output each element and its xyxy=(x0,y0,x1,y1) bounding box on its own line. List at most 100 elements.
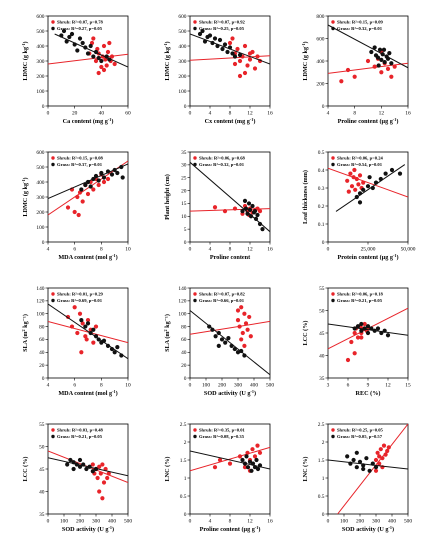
x-tick-label: 8 xyxy=(229,111,232,117)
fit-line-grass xyxy=(48,303,128,360)
x-axis-title-text: Ca content (mg g xyxy=(63,118,109,125)
data-point-grass xyxy=(85,51,91,56)
data-point-shrub xyxy=(373,468,379,473)
x-tick-label: 100 xyxy=(60,519,68,525)
data-point-grass xyxy=(115,345,120,350)
data-point-grass xyxy=(74,462,79,467)
data-point-shrub xyxy=(356,182,361,187)
y-tick-label: 10 xyxy=(181,214,187,220)
panel-i: 3 6 9 12 15 35 40 45 50 55 REC (%) LCC (%) Shrub: R²… xyxy=(302,286,411,397)
x-tick-label: 16 xyxy=(267,111,273,117)
x-axis-title: SOD activity (U g-1) xyxy=(62,525,114,533)
data-point-grass xyxy=(225,49,230,55)
x-axis-title-text: SOD activity (U g xyxy=(204,390,251,397)
data-point-shrub xyxy=(237,73,243,79)
y-tick-label: 140 xyxy=(36,286,44,292)
data-point-grass xyxy=(240,209,245,214)
data-point-shrub xyxy=(242,43,248,49)
fit-line-shrub xyxy=(190,320,270,335)
x-tick-label: 300 xyxy=(234,383,242,389)
data-point-shrub xyxy=(105,176,111,182)
y-tick-label: 500 xyxy=(36,165,44,171)
data-point-shrub xyxy=(245,450,250,455)
x-tick-label: 20 xyxy=(72,111,78,117)
y-tick-label: 500 xyxy=(36,29,44,35)
y-tick-label: 200 xyxy=(36,74,44,80)
fit-line-grass xyxy=(328,323,408,336)
y-axis-title: LCC (%) xyxy=(302,321,309,346)
y-axis-title: LNC (%) xyxy=(164,457,171,482)
panel-h: 0 100 200 300 400 500 0 20 40 60 80 100 120 140 SOD ac… xyxy=(163,286,275,397)
data-point-shrub xyxy=(85,191,91,197)
x-tick-label: 25,000 xyxy=(361,247,376,253)
data-point-shrub xyxy=(247,314,252,320)
x-tick-label: 12 xyxy=(247,111,253,117)
y-axis-title-suffix: ) xyxy=(302,41,309,43)
x-axis-title-sup: -1 xyxy=(112,389,116,394)
data-point-shrub xyxy=(242,465,248,470)
data-point-shrub xyxy=(383,452,388,457)
data-point-grass xyxy=(220,46,225,52)
y-tick-label: 15 xyxy=(181,201,187,207)
data-point-grass xyxy=(254,457,259,463)
y-axis-title-text: SLA (m xyxy=(164,331,171,352)
y-axis-title-text: LDMC (g kg xyxy=(22,182,29,217)
x-tick-label: 8 xyxy=(353,111,356,117)
data-point-grass xyxy=(249,468,254,473)
legend-marker-grass xyxy=(51,298,55,303)
legend-label-grass: Grass: R²=0.21, p=0.05 xyxy=(57,434,103,439)
data-point-grass xyxy=(91,176,96,182)
data-point-grass xyxy=(200,28,205,34)
data-point-grass xyxy=(71,466,76,472)
y-tick-label: 100 xyxy=(36,225,44,231)
x-tick-label: 6 xyxy=(73,383,76,389)
data-point-grass xyxy=(99,58,104,64)
legend-label-grass: Grass: R²=0.05, p=0.57 xyxy=(337,434,383,439)
panel-c: 4 8 12 16 0 200 400 600 800 Proline content (µg g… xyxy=(301,14,411,125)
data-point-shrub xyxy=(349,339,354,345)
data-point-grass xyxy=(253,216,259,221)
data-point-shrub xyxy=(255,206,260,211)
data-point-grass xyxy=(67,34,72,40)
legend-label-grass: Grass: R²=0.69, p=0.01 xyxy=(57,298,103,303)
y-tick-label: 0 xyxy=(184,376,187,382)
data-point-grass xyxy=(348,461,353,466)
x-axis-title: Proline content xyxy=(210,254,251,261)
data-point-shrub xyxy=(392,64,397,69)
y-axis-title: LNC (%) xyxy=(302,457,309,482)
data-point-shrub xyxy=(255,443,260,448)
data-point-grass xyxy=(375,55,381,60)
data-point-shrub xyxy=(235,46,240,52)
legend-label-shrub: Shrub: R²=0.25, p=0.05 xyxy=(337,428,383,433)
data-point-grass xyxy=(75,48,80,53)
y-tick-label: 200 xyxy=(36,210,44,216)
data-point-grass xyxy=(59,33,64,38)
x-tick-label: 16 xyxy=(267,519,273,525)
data-point-shrub xyxy=(72,209,77,215)
x-axis-title-text: REC (%) xyxy=(356,390,381,397)
y-tick-label: 1 xyxy=(184,476,187,482)
data-point-grass xyxy=(367,468,372,473)
legend-marker-shrub xyxy=(51,292,55,296)
legend-label-grass: Grass: R²=0.54, p=0.01 xyxy=(337,162,383,167)
legend-marker-grass xyxy=(51,162,55,167)
data-point-grass xyxy=(64,39,69,44)
y-tick-label: 400 xyxy=(36,44,44,50)
x-axis-title: MDA content (mol g-1) xyxy=(58,389,117,397)
data-point-grass xyxy=(119,353,124,358)
data-point-shrub xyxy=(230,36,235,41)
x-tick-label: 400 xyxy=(388,519,396,525)
data-point-grass xyxy=(365,330,371,336)
data-point-shrub xyxy=(91,187,96,192)
data-point-grass xyxy=(354,465,359,470)
y-tick-label: 35 xyxy=(319,376,325,382)
y-axis-title-sup: -1 xyxy=(301,43,306,47)
legend-marker-grass xyxy=(331,298,335,303)
y-tick-label: 200 xyxy=(316,81,324,87)
data-point-grass xyxy=(210,327,215,332)
